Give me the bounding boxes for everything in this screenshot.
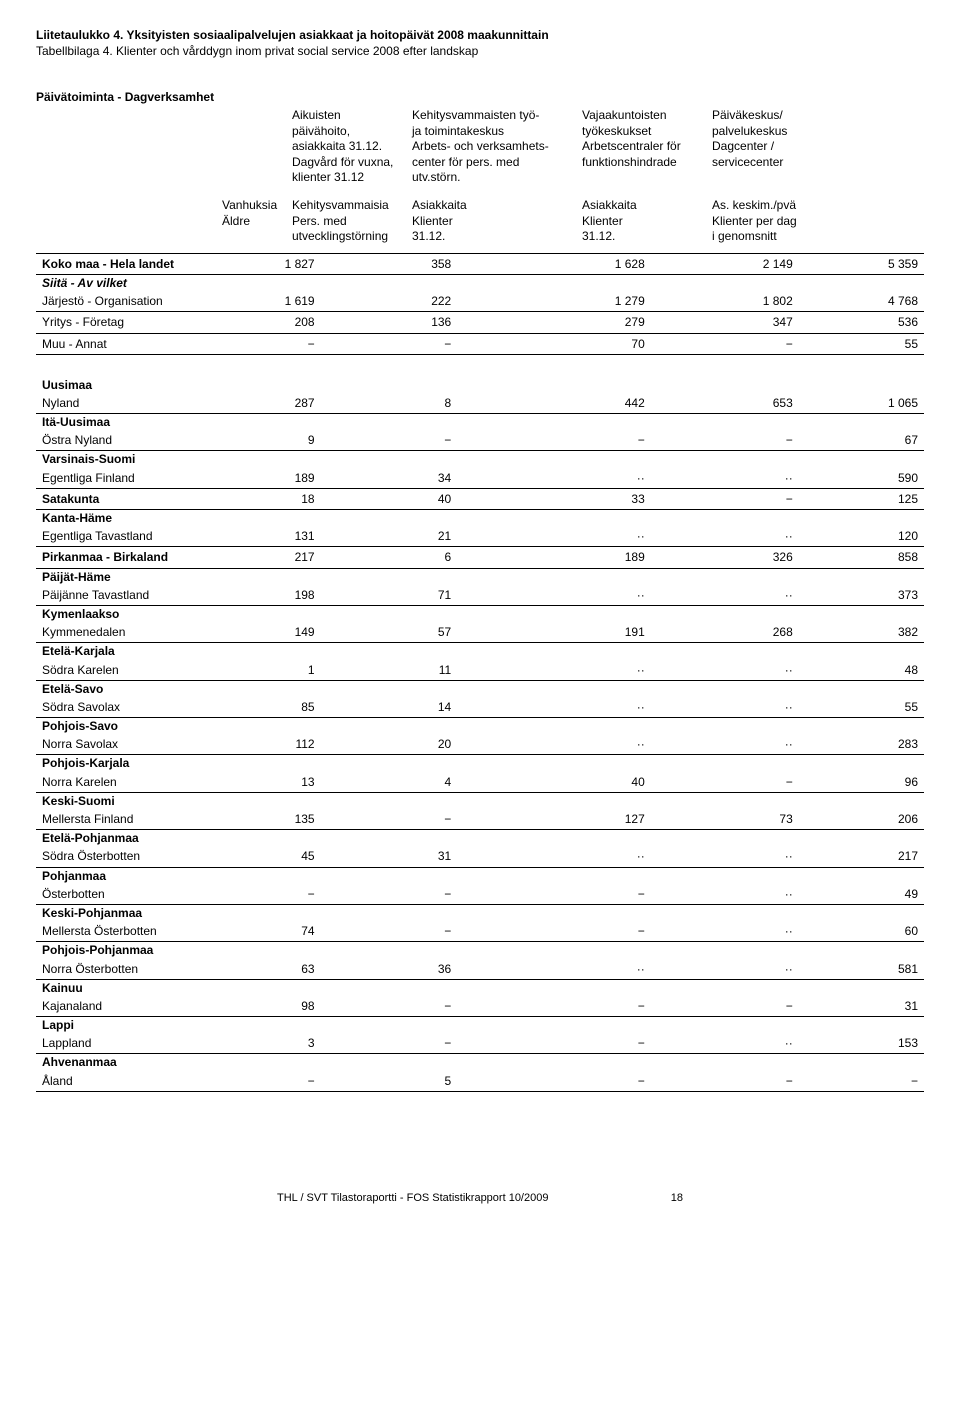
region-row: Lappi	[36, 1017, 924, 1034]
region-row: Kanta-Häme	[36, 510, 924, 527]
region-row: Egentliga Finland18934····590	[36, 468, 924, 489]
region-row: Pirkanmaa - Birkaland2176189326858	[36, 547, 924, 568]
region-row: Pohjanmaa	[36, 867, 924, 884]
region-row: Kymmenedalen14957191268382	[36, 622, 924, 643]
region-row: Södra Österbotten4531····217	[36, 846, 924, 867]
row-yritys: Yritys - Företag 208 136 279 347 536	[36, 312, 924, 333]
region-row: Österbotten−−−··49	[36, 884, 924, 905]
region-row: Östra Nyland9−−−67	[36, 430, 924, 451]
title-sv: Tabellbilaga 4. Klienter och vårddygn in…	[36, 44, 924, 58]
row-siita: Siitä - Av vilket	[36, 274, 924, 291]
region-row: Itä-Uusimaa	[36, 414, 924, 431]
region-row: Södra Karelen111····48	[36, 660, 924, 681]
region-row: Pohjois-Pohjanmaa	[36, 942, 924, 959]
row-koko-maa: Koko maa - Hela landet 1 827 358 1 628 2…	[36, 253, 924, 274]
region-row: Egentliga Tavastland13121····120	[36, 526, 924, 547]
region-row: Mellersta Finland135−12773206	[36, 809, 924, 830]
region-row: Norra Savolax11220····283	[36, 734, 924, 755]
row-jarjesto: Järjestö - Organisation 1 619 222 1 279 …	[36, 291, 924, 312]
title-fi: Liitetaulukko 4. Yksityisten sosiaalipal…	[36, 28, 924, 42]
region-row: Etelä-Savo	[36, 680, 924, 697]
header-row-2: Vanhuksia Äldre Kehitysvammaisia Pers. m…	[36, 198, 924, 245]
region-row: Norra Karelen13440−96	[36, 772, 924, 793]
region-row: Ahvenanmaa	[36, 1054, 924, 1071]
region-row: Åland−5−−−	[36, 1071, 924, 1092]
row-muu: Muu - Annat − − 70 − 55	[36, 333, 924, 354]
region-row: Södra Savolax8514····55	[36, 697, 924, 718]
region-row: Etelä-Pohjanmaa	[36, 830, 924, 847]
region-row: Kajanaland98−−−31	[36, 996, 924, 1017]
region-row: Norra Österbotten6336····581	[36, 959, 924, 980]
region-row: Etelä-Karjala	[36, 643, 924, 660]
section-heading: Päivätoiminta - Dagverksamhet	[36, 90, 924, 104]
region-row: Päijät-Häme	[36, 568, 924, 585]
region-row: Keski-Suomi	[36, 792, 924, 809]
page-footer: THL / SVT Tilastoraportti - FOS Statisti…	[36, 1192, 924, 1204]
region-row: Kymenlaakso	[36, 605, 924, 622]
region-row: Pohjois-Karjala	[36, 755, 924, 772]
summary-table: Koko maa - Hela landet 1 827 358 1 628 2…	[36, 253, 924, 355]
regions-table: UusimaaNyland28784426531 065Itä-UusimaaÖ…	[36, 363, 924, 1092]
region-row: Mellersta Österbotten74−−··60	[36, 921, 924, 942]
region-row: Pohjois-Savo	[36, 718, 924, 735]
region-row: Satakunta184033−125	[36, 488, 924, 509]
header-row-1: Aikuisten päivähoito, asiakkaita 31.12. …	[36, 108, 924, 186]
region-row: Lappland3−−··153	[36, 1033, 924, 1054]
region-row: Keski-Pohjanmaa	[36, 904, 924, 921]
region-row: Päijänne Tavastland19871····373	[36, 585, 924, 606]
region-row: Uusimaa	[36, 377, 924, 393]
region-row: Varsinais-Suomi	[36, 451, 924, 468]
region-row: Kainuu	[36, 979, 924, 996]
region-row: Nyland28784426531 065	[36, 393, 924, 414]
